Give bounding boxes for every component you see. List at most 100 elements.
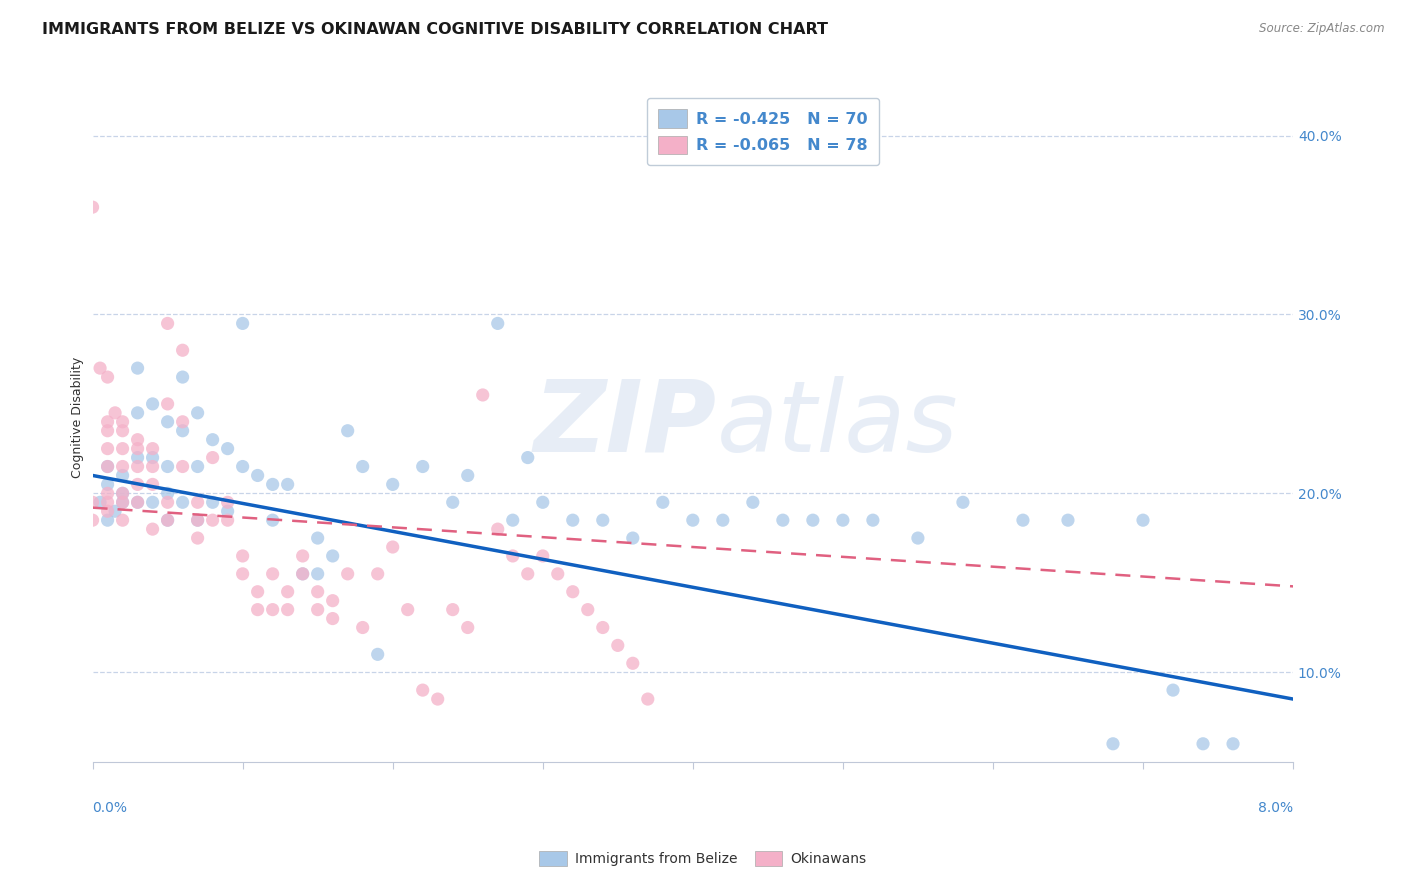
Point (156, 495, 179, 509)
Text: ZIP: ZIP (534, 376, 717, 473)
Point (217, 513, 239, 527)
Point (637, 692, 659, 706)
Point (741, 495, 763, 509)
Point (711, 513, 734, 527)
Point (172, 370, 194, 384)
Point (471, 388, 494, 402)
Point (142, 522, 165, 536)
Text: Source: ZipAtlas.com: Source: ZipAtlas.com (1260, 22, 1385, 36)
Point (531, 495, 554, 509)
Point (156, 513, 179, 527)
Point (291, 566, 314, 581)
Point (426, 692, 449, 706)
Point (246, 584, 269, 599)
Point (97, 495, 120, 509)
Point (172, 495, 194, 509)
Point (1102, 737, 1125, 751)
Point (111, 513, 134, 527)
Point (516, 450, 538, 465)
Point (381, 477, 404, 491)
Point (232, 566, 254, 581)
Point (952, 495, 974, 509)
Point (201, 513, 224, 527)
Point (82, 200, 104, 214)
Point (396, 602, 419, 616)
Point (111, 495, 134, 509)
Point (217, 504, 239, 518)
Point (232, 549, 254, 563)
Point (127, 495, 149, 509)
Point (486, 522, 509, 536)
Point (246, 602, 269, 616)
Point (82, 513, 104, 527)
Point (307, 566, 329, 581)
Point (187, 513, 209, 527)
Point (502, 513, 524, 527)
Text: 8.0%: 8.0% (1258, 800, 1294, 814)
Point (862, 513, 884, 527)
Text: 0.0%: 0.0% (93, 800, 128, 814)
Point (156, 397, 179, 411)
Point (1222, 737, 1244, 751)
Point (127, 459, 149, 474)
Point (277, 602, 299, 616)
Point (97, 442, 120, 456)
Point (682, 513, 704, 527)
Point (104, 406, 127, 420)
Point (441, 602, 464, 616)
Point (111, 442, 134, 456)
Point (217, 442, 239, 456)
Point (592, 513, 614, 527)
Point (127, 361, 149, 376)
Point (277, 584, 299, 599)
Point (441, 495, 464, 509)
Point (127, 495, 149, 509)
Point (307, 531, 329, 545)
Point (322, 549, 344, 563)
Text: atlas: atlas (717, 376, 959, 473)
Point (97, 477, 120, 491)
Point (322, 593, 344, 607)
Point (262, 566, 284, 581)
Point (412, 459, 434, 474)
Point (561, 584, 583, 599)
Point (1012, 513, 1035, 527)
Point (772, 513, 794, 527)
Legend: Immigrants from Belize, Okinawans: Immigrants from Belize, Okinawans (534, 846, 872, 871)
Point (97, 486, 120, 500)
Point (561, 513, 583, 527)
Point (97, 513, 120, 527)
Point (621, 531, 644, 545)
Point (104, 504, 127, 518)
Point (89, 495, 111, 509)
Point (111, 415, 134, 429)
Point (232, 317, 254, 331)
Point (907, 531, 929, 545)
Point (307, 584, 329, 599)
Point (89, 361, 111, 376)
Point (156, 513, 179, 527)
Point (201, 433, 224, 447)
Point (307, 602, 329, 616)
Point (1057, 513, 1080, 527)
Point (262, 602, 284, 616)
Point (142, 477, 165, 491)
Point (352, 459, 374, 474)
Point (156, 317, 179, 331)
Point (142, 397, 165, 411)
Point (97, 415, 120, 429)
Point (1161, 683, 1184, 698)
Point (277, 477, 299, 491)
Point (336, 424, 359, 438)
Point (97, 370, 120, 384)
Point (127, 433, 149, 447)
Point (187, 406, 209, 420)
Point (576, 602, 599, 616)
Point (97, 504, 120, 518)
Point (97, 424, 120, 438)
Legend: R = -0.425   N = 70, R = -0.065   N = 78: R = -0.425 N = 70, R = -0.065 N = 78 (647, 98, 879, 165)
Point (172, 424, 194, 438)
Point (412, 683, 434, 698)
Point (457, 620, 479, 634)
Point (547, 566, 569, 581)
